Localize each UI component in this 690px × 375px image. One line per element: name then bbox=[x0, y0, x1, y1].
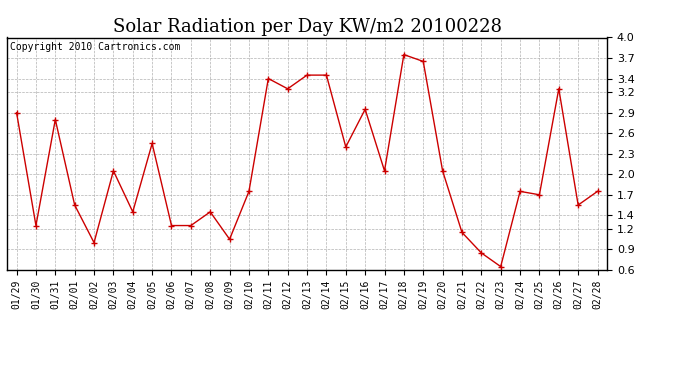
Text: Copyright 2010 Cartronics.com: Copyright 2010 Cartronics.com bbox=[10, 42, 180, 52]
Title: Solar Radiation per Day KW/m2 20100228: Solar Radiation per Day KW/m2 20100228 bbox=[112, 18, 502, 36]
